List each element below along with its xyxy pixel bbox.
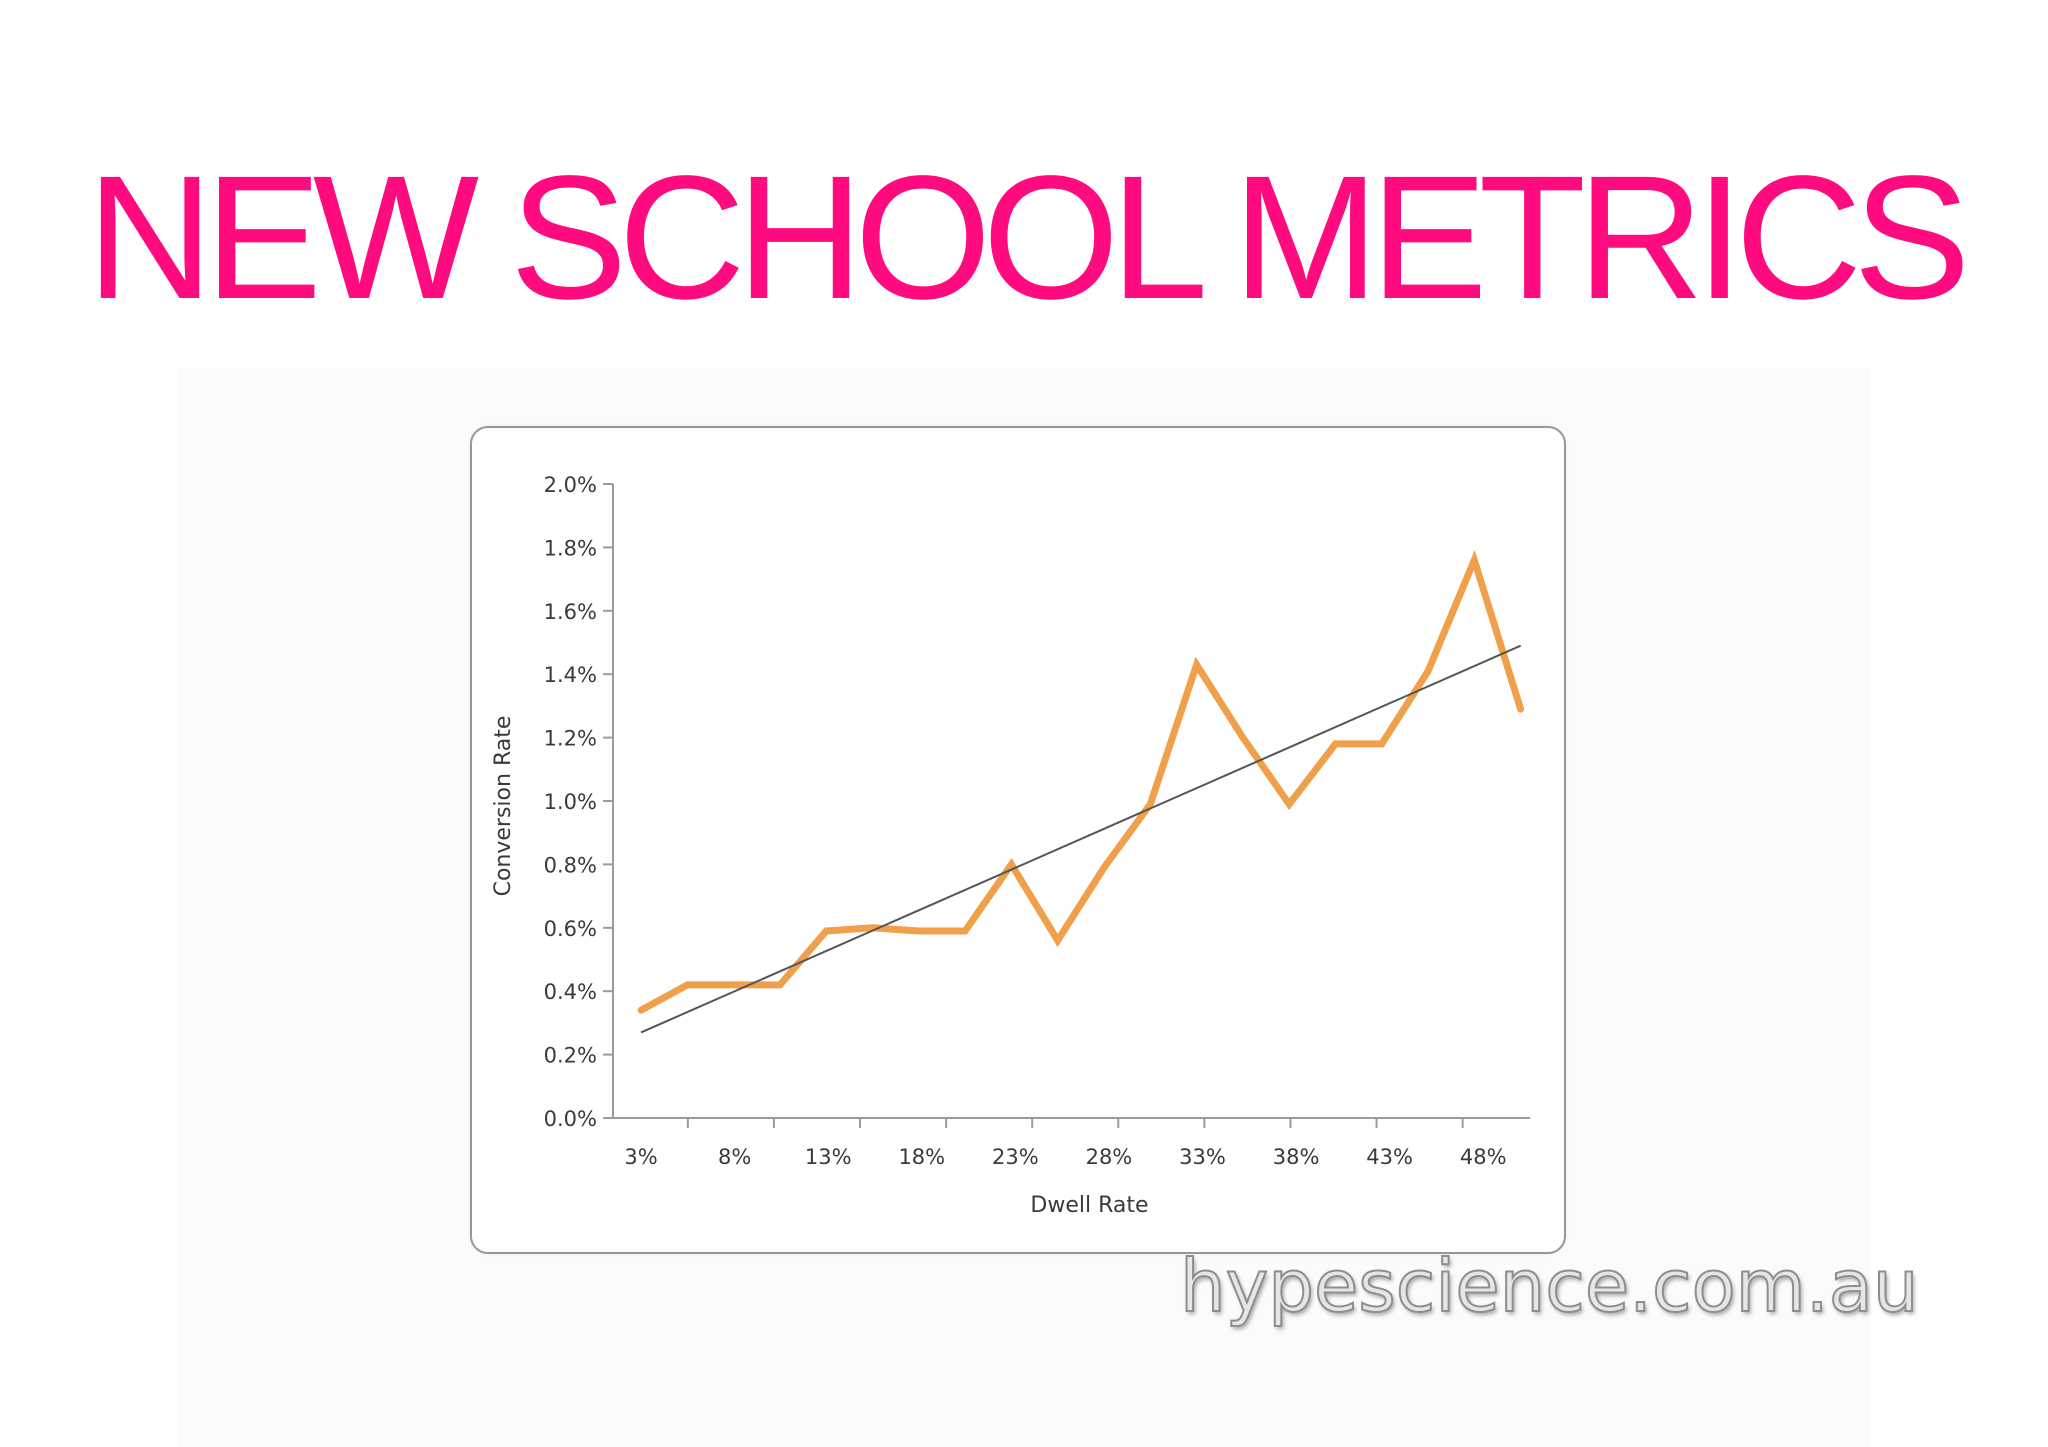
- x-tick-label: 43%: [1366, 1145, 1413, 1169]
- chart-card: 0.0% 0.2% 0.4% 0.6% 0.8% 1.0% 1.2% 1.4% 1.6% 1.8%…: [470, 426, 1566, 1254]
- x-tick-label: 18%: [898, 1145, 945, 1169]
- series-line-conversion: [637, 549, 1525, 1014]
- x-tick-label: 3%: [624, 1145, 657, 1169]
- y-tick-label: 0.4%: [544, 980, 597, 1004]
- y-axis-label: Conversion Rate: [491, 716, 516, 897]
- x-tick-label: 23%: [992, 1145, 1039, 1169]
- x-axis-label: Dwell Rate: [1030, 1193, 1148, 1218]
- x-tick-label: 8%: [718, 1145, 751, 1169]
- y-tick-label: 0.8%: [544, 853, 597, 877]
- y-tick-label: 0.6%: [544, 917, 597, 941]
- x-tick-label: 28%: [1086, 1145, 1133, 1169]
- x-tick-label: 13%: [805, 1145, 852, 1169]
- y-tick-label: 0.2%: [544, 1044, 597, 1068]
- y-tick-label: 1.8%: [544, 536, 597, 560]
- watermark: hypescience.com.au: [1179, 1244, 1919, 1328]
- slide-title: NEW SCHOOL METRICS: [86, 140, 1970, 336]
- y-tick-label: 2.0%: [544, 473, 597, 497]
- line-chart: 0.0% 0.2% 0.4% 0.6% 0.8% 1.0% 1.2% 1.4% 1.6% 1.8%…: [491, 473, 1530, 1218]
- y-tick-label: 1.4%: [544, 663, 597, 687]
- y-tick-label: 1.6%: [544, 600, 597, 624]
- y-tick-label: 1.0%: [544, 790, 597, 814]
- y-tick-label: 0.0%: [544, 1107, 597, 1131]
- x-tick-label: 33%: [1179, 1145, 1226, 1169]
- y-tick-label: 1.2%: [544, 727, 597, 751]
- trendline: [640, 644, 1522, 1034]
- x-tick-label: 38%: [1273, 1145, 1320, 1169]
- x-tick-label: 48%: [1460, 1145, 1507, 1169]
